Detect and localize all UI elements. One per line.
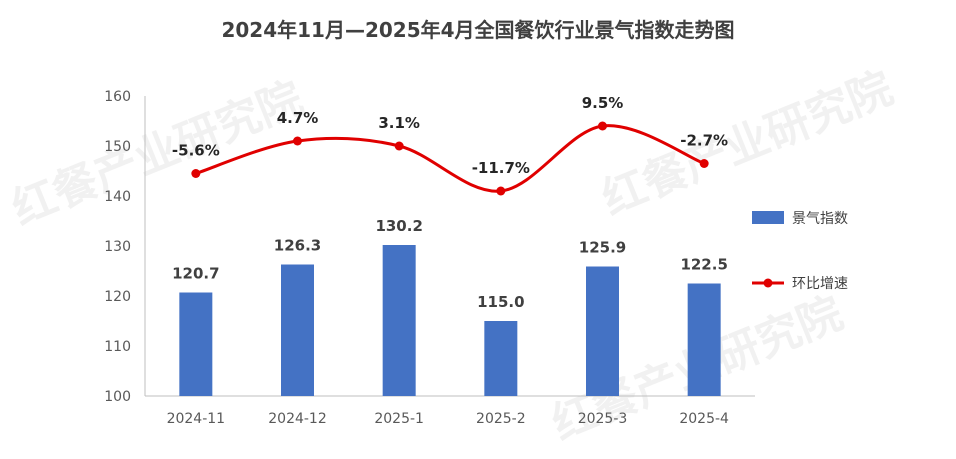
y-tick-label: 100: [104, 389, 131, 405]
bar: [281, 265, 314, 397]
legend-bar-label: 景气指数: [792, 211, 848, 227]
x-tick-label: 2024-12: [268, 411, 327, 427]
watermark-0: 红餐产业研究院: [5, 73, 310, 236]
bar-value-label: 126.3: [274, 237, 321, 255]
growth-point: [395, 142, 404, 151]
growth-value-label: 3.1%: [378, 114, 420, 132]
growth-point: [496, 187, 505, 196]
x-tick-label: 2025-1: [374, 411, 424, 427]
bar-value-label: 120.7: [172, 265, 219, 283]
growth-point: [700, 159, 709, 168]
bar-value-label: 122.5: [680, 256, 727, 274]
growth-value-label: -11.7%: [472, 159, 530, 177]
bar: [383, 245, 416, 396]
y-tick-label: 120: [104, 289, 131, 305]
x-tick-label: 2025-3: [578, 411, 628, 427]
growth-value-label: 4.7%: [277, 109, 319, 127]
growth-value-label: -5.6%: [172, 142, 220, 160]
legend-line-label: 环比增速: [792, 276, 848, 292]
y-tick-label: 160: [104, 89, 131, 105]
x-tick-label: 2025-4: [679, 411, 729, 427]
growth-value-label: -2.7%: [680, 132, 728, 150]
bar: [586, 267, 619, 397]
x-tick-label: 2025-2: [476, 411, 526, 427]
bar-value-label: 115.0: [477, 293, 524, 311]
bar-value-label: 125.9: [579, 239, 626, 257]
legend-bar-swatch: [752, 211, 784, 224]
legend-line-marker: [764, 279, 773, 288]
bar: [484, 321, 517, 396]
growth-value-label: 9.5%: [582, 94, 624, 112]
growth-point: [598, 122, 607, 131]
bar: [179, 293, 212, 397]
bar: [688, 284, 721, 397]
y-tick-label: 130: [104, 239, 131, 255]
growth-point: [191, 169, 200, 178]
x-tick-label: 2024-11: [167, 411, 226, 427]
watermarks: 红餐产业研究院红餐产业研究院红餐产业研究院: [5, 63, 900, 451]
y-tick-label: 140: [104, 189, 131, 205]
y-tick-label: 150: [104, 139, 131, 155]
growth-point: [293, 137, 302, 146]
bar-value-label: 130.2: [375, 217, 422, 235]
y-tick-label: 110: [104, 339, 131, 355]
watermark-1: 红餐产业研究院: [595, 63, 900, 226]
